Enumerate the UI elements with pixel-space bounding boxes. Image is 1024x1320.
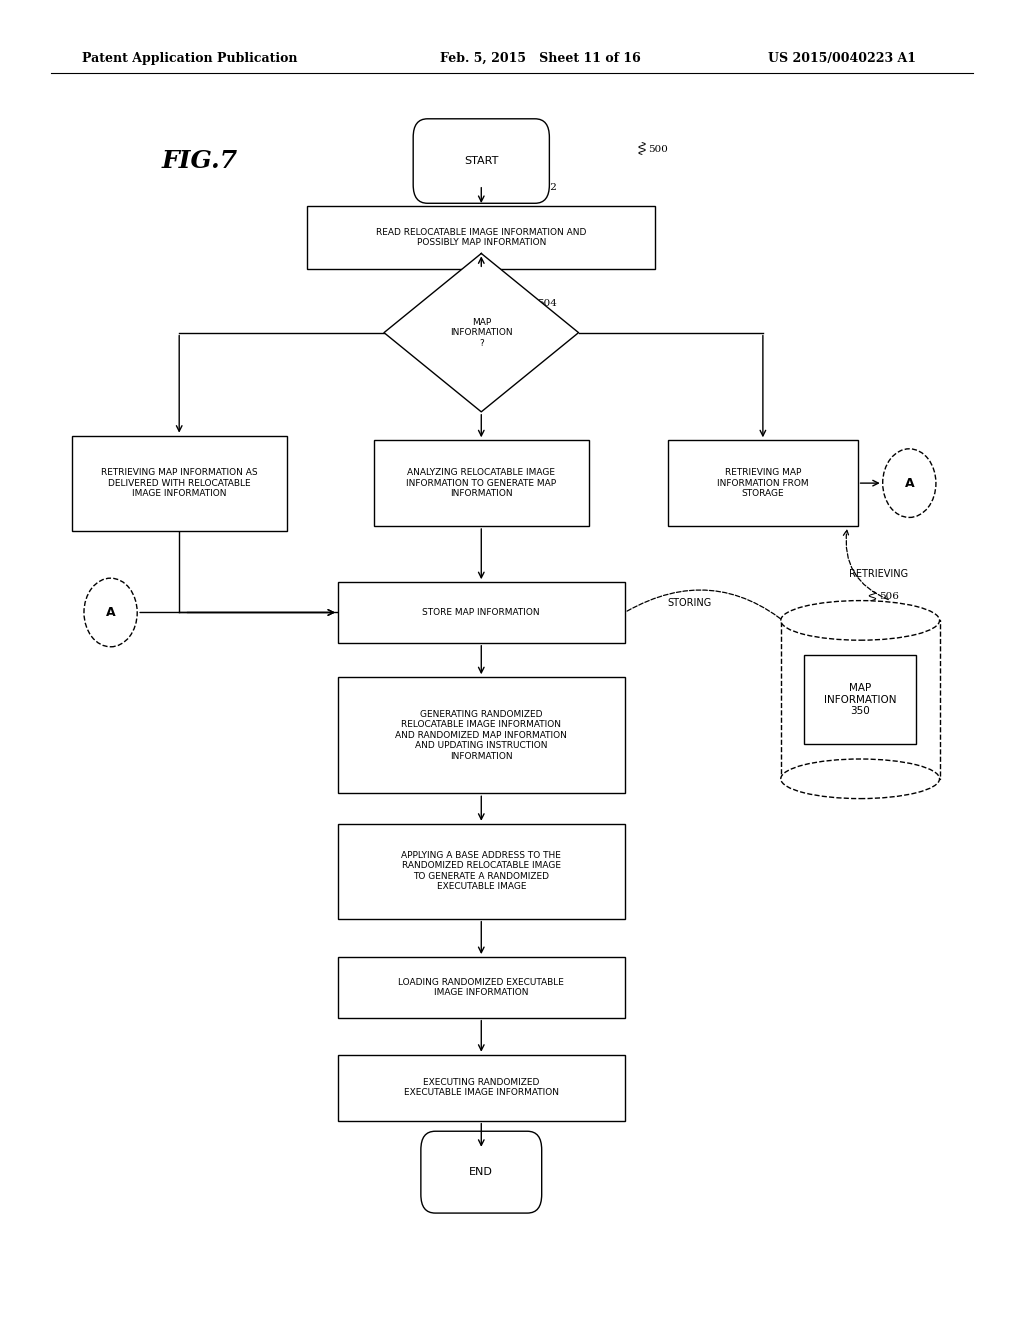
Text: FIG.7: FIG.7 <box>162 149 238 173</box>
Bar <box>780 620 940 779</box>
Text: 520: 520 <box>537 1063 556 1071</box>
Text: 518: 518 <box>537 962 556 970</box>
Text: ANALYZING RELOCATABLE IMAGE
INFORMATION TO GENERATE MAP
INFORMATION: ANALYZING RELOCATABLE IMAGE INFORMATION … <box>407 469 556 498</box>
Text: END: END <box>469 1167 494 1177</box>
Text: 506: 506 <box>879 593 898 601</box>
Bar <box>374 440 589 525</box>
Text: APPLYING A BASE ADDRESS TO THE
RANDOMIZED RELOCATABLE IMAGE
TO GENERATE A RANDOM: APPLYING A BASE ADDRESS TO THE RANDOMIZE… <box>401 851 561 891</box>
Text: 506: 506 <box>230 447 250 455</box>
Text: MAP
INFORMATION
?: MAP INFORMATION ? <box>450 318 513 347</box>
Text: A: A <box>105 606 116 619</box>
Text: Feb. 5, 2015   Sheet 11 of 16: Feb. 5, 2015 Sheet 11 of 16 <box>440 51 641 65</box>
Ellipse shape <box>780 601 940 640</box>
Text: 514: 514 <box>537 706 556 714</box>
Text: RETRIEVING MAP INFORMATION AS
DELIVERED WITH RELOCATABLE
IMAGE INFORMATION: RETRIEVING MAP INFORMATION AS DELIVERED … <box>101 469 257 498</box>
Text: START: START <box>464 156 499 166</box>
Polygon shape <box>384 253 579 412</box>
Text: LOADING RANDOMIZED EXECUTABLE
IMAGE INFORMATION: LOADING RANDOMIZED EXECUTABLE IMAGE INFO… <box>398 978 564 997</box>
Bar <box>338 824 625 919</box>
Bar <box>338 582 625 643</box>
Bar <box>668 440 857 525</box>
Text: EXECUTING RANDOMIZED
EXECUTABLE IMAGE INFORMATION: EXECUTING RANDOMIZED EXECUTABLE IMAGE IN… <box>403 1078 559 1097</box>
Ellipse shape <box>780 759 940 799</box>
Text: US 2015/0040223 A1: US 2015/0040223 A1 <box>768 51 916 65</box>
Text: Patent Application Publication: Patent Application Publication <box>82 51 297 65</box>
Text: 516: 516 <box>537 843 556 851</box>
Bar <box>338 957 625 1018</box>
Text: READ RELOCATABLE IMAGE INFORMATION AND
POSSIBLY MAP INFORMATION: READ RELOCATABLE IMAGE INFORMATION AND P… <box>376 228 587 247</box>
FancyBboxPatch shape <box>421 1131 542 1213</box>
Text: STORE MAP INFORMATION: STORE MAP INFORMATION <box>423 609 540 616</box>
Text: 510: 510 <box>537 447 556 455</box>
Text: 500: 500 <box>648 145 668 153</box>
Text: 502: 502 <box>537 183 556 191</box>
Bar <box>307 206 655 269</box>
Text: 508: 508 <box>819 447 839 455</box>
FancyBboxPatch shape <box>413 119 549 203</box>
Text: MAP
INFORMATION
350: MAP INFORMATION 350 <box>824 682 896 717</box>
Bar <box>804 655 916 744</box>
Text: 512: 512 <box>537 587 556 595</box>
Text: GENERATING RANDOMIZED
RELOCATABLE IMAGE INFORMATION
AND RANDOMIZED MAP INFORMATI: GENERATING RANDOMIZED RELOCATABLE IMAGE … <box>395 710 567 760</box>
Text: RETRIEVING MAP
INFORMATION FROM
STORAGE: RETRIEVING MAP INFORMATION FROM STORAGE <box>717 469 809 498</box>
Text: 504: 504 <box>537 300 556 308</box>
Bar <box>338 1055 625 1121</box>
Bar <box>72 436 287 531</box>
Text: A: A <box>904 477 914 490</box>
Bar <box>338 677 625 793</box>
Text: RETRIEVING: RETRIEVING <box>849 569 908 579</box>
Text: STORING: STORING <box>667 598 712 609</box>
